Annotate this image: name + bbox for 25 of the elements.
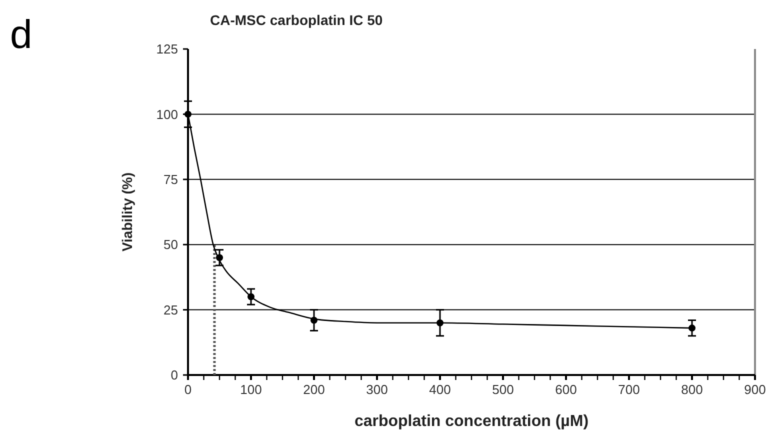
y-tick-label: 125 <box>156 42 178 57</box>
chart-title: CA-MSC carboplatin IC 50 <box>210 12 383 28</box>
x-tick-label: 800 <box>681 382 703 397</box>
point <box>436 319 444 326</box>
point <box>248 293 254 300</box>
x-tick-label: 900 <box>744 382 766 397</box>
text: d <box>10 13 32 57</box>
point <box>688 324 696 332</box>
x-tick-label: 400 <box>429 382 451 397</box>
x-tick-label: 0 <box>184 382 192 397</box>
y-tick-label: 50 <box>164 237 178 252</box>
x-tick-label: 500 <box>492 382 514 397</box>
x-axis-title: carboplatin concentration (µM) <box>354 413 589 430</box>
x-tick-label: 200 <box>303 382 325 397</box>
y-tick-label: 25 <box>164 302 178 318</box>
x-tick-label: 300 <box>366 382 388 397</box>
y-tick-label: 0 <box>170 368 178 383</box>
point <box>216 254 223 262</box>
x-tick-label: 600 <box>555 382 577 397</box>
y-tick-label: 100 <box>156 106 178 122</box>
x-tick-label: 100 <box>240 382 262 397</box>
y-axis-title: Viability (%) <box>119 172 135 252</box>
point <box>310 316 318 324</box>
y-tick-label: 75 <box>164 172 178 187</box>
x-tick-label: 700 <box>618 382 640 397</box>
